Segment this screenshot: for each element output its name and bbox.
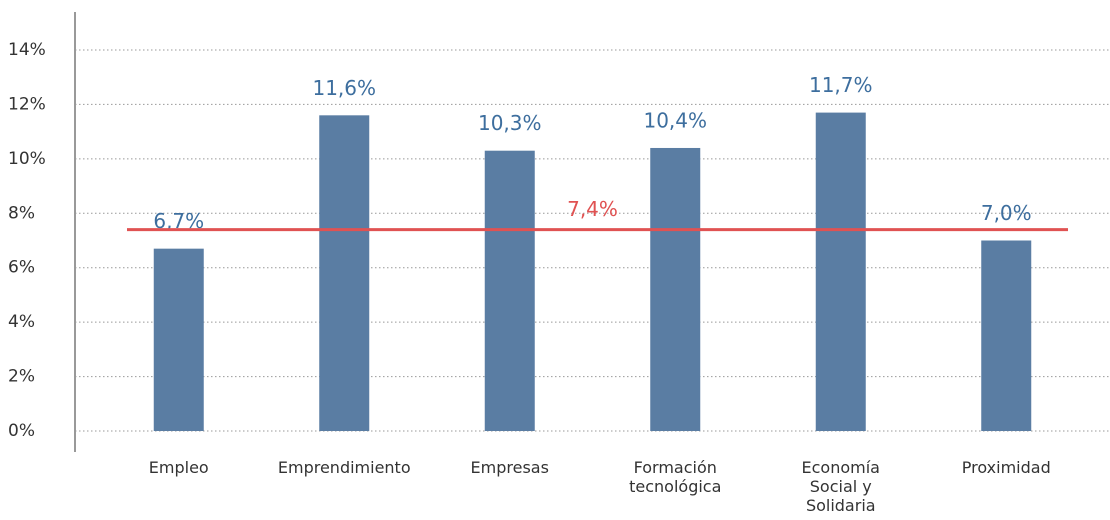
x-tick-text: Empresas	[470, 458, 549, 477]
x-tick-label: Economía Social y Solidaria	[791, 458, 891, 515]
value-label: 11,6%	[312, 76, 376, 100]
y-tick-label: 12%	[8, 94, 46, 114]
x-tick-text: Economía Social y Solidaria	[801, 458, 880, 515]
bar	[484, 150, 535, 431]
x-tick-label: Empleo	[129, 458, 229, 477]
bar	[153, 248, 204, 431]
x-tick-label: Empresas	[460, 458, 560, 477]
y-tick-label: 14%	[8, 40, 46, 60]
y-tick-label: 4%	[8, 312, 35, 332]
y-tick-label: 10%	[8, 149, 46, 169]
x-tick-label: Formación tecnológica	[625, 458, 725, 496]
y-tick-label: 6%	[8, 258, 35, 278]
x-tick-text: Proximidad	[961, 458, 1051, 477]
y-tick-label: 0%	[8, 421, 35, 441]
value-label: 10,3%	[478, 111, 542, 135]
y-tick-label: 2%	[8, 367, 35, 387]
value-label: 10,4%	[643, 108, 707, 132]
x-tick-text: Empleo	[148, 458, 209, 477]
y-tick-label: 8%	[8, 203, 35, 223]
bar	[815, 112, 866, 431]
x-tick-label: Emprendimiento	[278, 458, 411, 477]
bar	[650, 147, 701, 431]
x-tick-text: Formación tecnológica	[629, 458, 722, 496]
bar	[319, 115, 370, 432]
value-label: 11,7%	[809, 73, 873, 97]
bar	[981, 240, 1032, 431]
reference-label: 7,4%	[567, 197, 618, 221]
x-tick-text: Emprendimiento	[277, 458, 411, 477]
x-tick-label: Proximidad	[956, 458, 1056, 477]
value-label: 7,0%	[981, 201, 1032, 225]
